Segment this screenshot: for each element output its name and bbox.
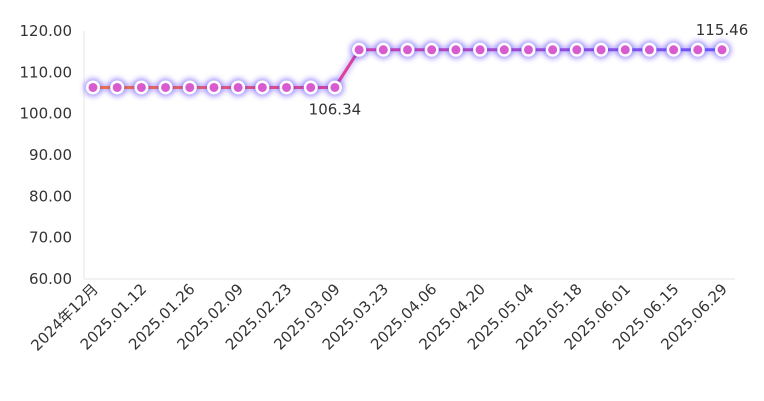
data-point	[499, 45, 509, 55]
data-point	[596, 45, 606, 55]
data-point	[257, 82, 267, 92]
y-tick-label: 70.00	[29, 229, 72, 247]
data-point	[693, 45, 703, 55]
data-point	[427, 45, 437, 55]
data-point	[644, 45, 654, 55]
y-tick-label: 120.00	[20, 22, 73, 40]
data-point	[669, 45, 679, 55]
data-point	[185, 82, 195, 92]
data-point	[330, 82, 340, 92]
data-point	[88, 82, 98, 92]
data-point	[136, 82, 146, 92]
y-tick-label: 100.00	[20, 105, 73, 123]
data-point	[403, 45, 412, 55]
data-point	[548, 45, 558, 55]
y-tick-label: 110.00	[20, 63, 73, 81]
y-tick-label: 60.00	[29, 270, 72, 288]
data-point	[233, 82, 243, 92]
data-point	[354, 45, 364, 55]
data-point	[620, 45, 630, 55]
data-point	[209, 82, 219, 92]
y-tick-label: 80.00	[29, 187, 72, 205]
data-point	[282, 82, 292, 92]
data-point	[306, 82, 316, 92]
data-point	[161, 82, 171, 92]
data-point	[475, 45, 485, 55]
data-point	[717, 45, 727, 55]
data-point	[523, 45, 533, 55]
y-tick-label: 90.00	[29, 146, 72, 164]
markers-layer	[84, 40, 731, 97]
labels-layer: 106.34 115.46	[309, 21, 749, 119]
data-point	[451, 45, 461, 55]
data-point	[572, 45, 582, 55]
data-point	[378, 45, 388, 55]
axes: 60.0070.0080.0090.00100.00110.00120.0020…	[20, 22, 735, 355]
data-label: 106.34	[309, 100, 362, 118]
data-label: 115.46	[696, 21, 749, 39]
data-point	[112, 82, 122, 92]
